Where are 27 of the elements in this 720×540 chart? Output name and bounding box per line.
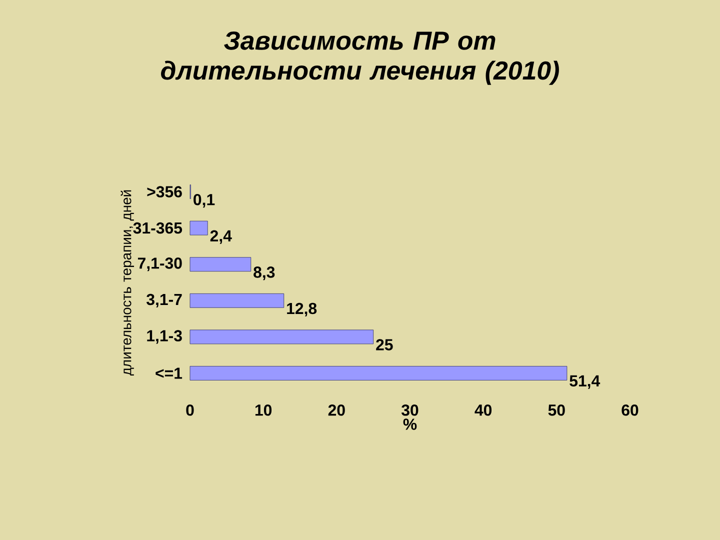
y-tick-label: <=1 <box>156 368 182 379</box>
x-axis-title: % <box>403 418 417 430</box>
y-tick-label: 3,1-7 <box>146 294 182 308</box>
data-label: 0,1 <box>194 194 215 208</box>
x-tick-label: 60 <box>622 404 638 416</box>
x-tick-label: 50 <box>548 404 565 416</box>
data-label: 51,4 <box>570 375 600 389</box>
y-axis-title: длительность терапии, дней <box>120 190 134 376</box>
data-label: 2,4 <box>210 230 232 244</box>
data-label: 12,8 <box>287 302 317 316</box>
x-tick-label: 10 <box>255 404 272 416</box>
bar <box>190 366 568 380</box>
bar <box>190 330 374 344</box>
data-label: 8,3 <box>254 266 275 280</box>
chart-title: Зависимость ПР от длительности лечения (2010) <box>161 32 559 85</box>
bar <box>190 257 252 272</box>
y-tick-label: >356 <box>147 186 182 198</box>
x-tick-label: 40 <box>474 404 492 416</box>
x-tick-label: 0 <box>186 404 194 416</box>
y-tick-label: 31-365 <box>133 222 182 234</box>
bar <box>190 220 208 236</box>
x-tick-label: 30 <box>402 404 418 416</box>
data-label: 25 <box>376 339 393 350</box>
y-tick-label: 7,1-30 <box>138 258 182 272</box>
x-tick-label: 20 <box>328 404 345 416</box>
bar <box>190 293 284 308</box>
y-tick-label: 1,1-3 <box>147 330 182 344</box>
